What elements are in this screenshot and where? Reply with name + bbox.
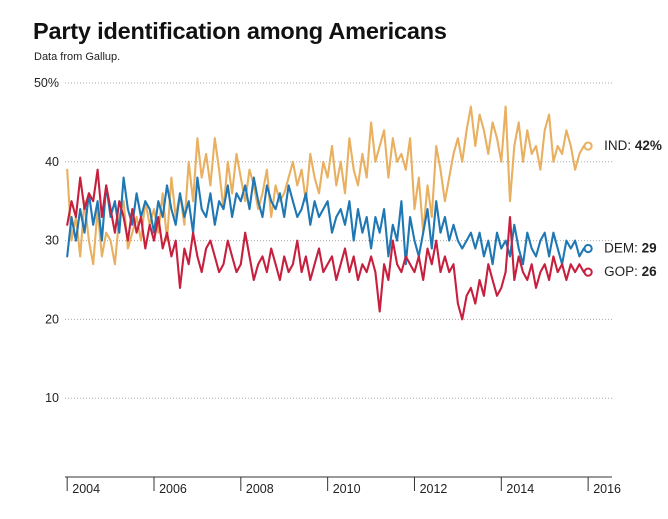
y-tick-label: 30 <box>45 234 59 248</box>
series-name-label: DEM: <box>604 240 642 255</box>
y-tick-label: 40 <box>45 155 59 169</box>
series-line-ind <box>66 105 585 266</box>
series-value-label: 42% <box>635 138 662 153</box>
x-tick-label: 2006 <box>159 482 187 496</box>
series-name-label: GOP: <box>604 264 642 279</box>
series-end-marker-dem <box>583 243 593 254</box>
series-end-label-dem: DEM: 29 <box>604 240 657 255</box>
series-end-label-gop: GOP: 26 <box>604 264 657 279</box>
y-tick-label: 10 <box>45 391 59 405</box>
x-tick-label: 2008 <box>246 482 274 496</box>
series-end-marker-gop <box>583 267 593 277</box>
chart-title: Party identification among Americans <box>33 18 447 44</box>
x-tick-label: 2016 <box>593 482 621 496</box>
series-line-dem <box>66 176 585 266</box>
x-tick-label: 2012 <box>420 482 448 496</box>
series-end-marker-ind <box>583 141 593 151</box>
series-value-label: 26 <box>642 264 658 279</box>
x-tick-label: 2014 <box>506 482 534 496</box>
y-tick-label: 50% <box>34 76 59 90</box>
series-name-label: IND: <box>604 138 635 153</box>
y-tick-label: 20 <box>45 312 59 326</box>
series-line-gop <box>66 168 585 321</box>
x-tick-label: 2004 <box>72 482 100 496</box>
series-value-label: 29 <box>642 240 657 255</box>
x-tick-label: 2010 <box>333 482 361 496</box>
chart-subtitle: Data from Gallup. <box>34 51 121 63</box>
series-end-label-ind: IND: 42% <box>604 138 662 153</box>
